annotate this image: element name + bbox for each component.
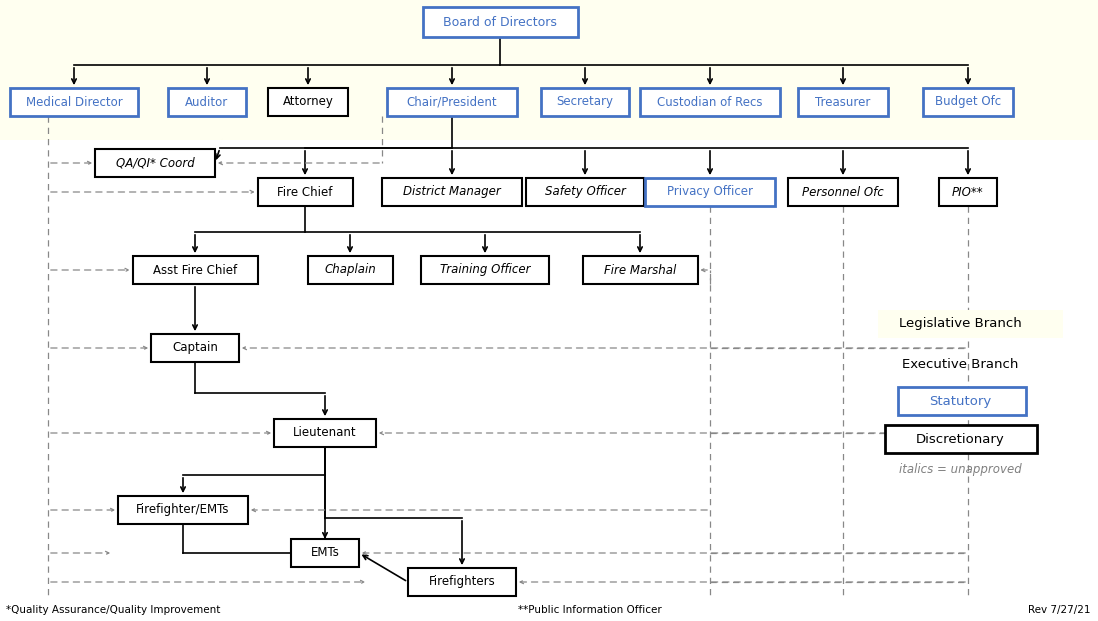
Bar: [878, 310, 1063, 338]
Bar: [258, 178, 352, 206]
Bar: [291, 539, 359, 567]
Text: Auditor: Auditor: [186, 96, 228, 109]
Bar: [898, 387, 1026, 415]
Bar: [541, 88, 629, 116]
Bar: [423, 7, 578, 37]
Bar: [421, 256, 549, 284]
Bar: [96, 149, 215, 177]
Bar: [645, 178, 775, 206]
Text: Chaplain: Chaplain: [324, 263, 376, 276]
Text: Lieutenant: Lieutenant: [293, 427, 357, 440]
Text: Medical Director: Medical Director: [25, 96, 122, 109]
Text: *Quality Assurance/Quality Improvement: *Quality Assurance/Quality Improvement: [5, 605, 221, 615]
Bar: [885, 425, 1037, 453]
Text: Attorney: Attorney: [282, 96, 334, 109]
Text: Safety Officer: Safety Officer: [545, 186, 626, 199]
Bar: [307, 256, 392, 284]
Text: Privacy Officer: Privacy Officer: [666, 186, 753, 199]
Bar: [0, 0, 1098, 140]
Text: QA/QI* Coord: QA/QI* Coord: [115, 156, 194, 170]
Bar: [798, 88, 888, 116]
Text: Fire Chief: Fire Chief: [278, 186, 333, 199]
Bar: [583, 256, 697, 284]
Text: Rev 7/27/21: Rev 7/27/21: [1028, 605, 1090, 615]
Text: Treasurer: Treasurer: [816, 96, 871, 109]
Bar: [0, 140, 1098, 621]
Bar: [382, 178, 522, 206]
Text: Discretionary: Discretionary: [916, 432, 1005, 445]
Text: Personnel Ofc: Personnel Ofc: [803, 186, 884, 199]
Bar: [268, 88, 348, 116]
Bar: [117, 496, 248, 524]
Text: Statutory: Statutory: [929, 394, 991, 407]
Text: Asst Fire Chief: Asst Fire Chief: [153, 263, 237, 276]
Bar: [526, 178, 645, 206]
Text: italics = unapproved: italics = unapproved: [898, 463, 1021, 476]
Text: Executive Branch: Executive Branch: [901, 358, 1018, 371]
Text: EMTs: EMTs: [311, 546, 339, 560]
Bar: [640, 88, 780, 116]
Text: Board of Directors: Board of Directors: [444, 16, 557, 29]
Text: PIO**: PIO**: [952, 186, 984, 199]
Bar: [10, 88, 138, 116]
Text: Chair/President: Chair/President: [406, 96, 497, 109]
Bar: [939, 178, 997, 206]
Bar: [923, 88, 1013, 116]
Text: Secretary: Secretary: [557, 96, 614, 109]
Text: **Public Information Officer: **Public Information Officer: [518, 605, 662, 615]
Text: Custodian of Recs: Custodian of Recs: [658, 96, 763, 109]
Bar: [152, 334, 239, 362]
Text: District Manager: District Manager: [403, 186, 501, 199]
Text: Fire Marshal: Fire Marshal: [604, 263, 676, 276]
Text: Budget Ofc: Budget Ofc: [934, 96, 1001, 109]
Bar: [168, 88, 246, 116]
Text: Firefighters: Firefighters: [428, 576, 495, 589]
Bar: [133, 256, 258, 284]
Text: Legislative Branch: Legislative Branch: [898, 317, 1021, 330]
Bar: [788, 178, 898, 206]
Text: Captain: Captain: [172, 342, 217, 355]
Bar: [408, 568, 516, 596]
Text: Firefighter/EMTs: Firefighter/EMTs: [136, 504, 229, 517]
Text: Training Officer: Training Officer: [440, 263, 530, 276]
Bar: [386, 88, 517, 116]
Bar: [274, 419, 376, 447]
